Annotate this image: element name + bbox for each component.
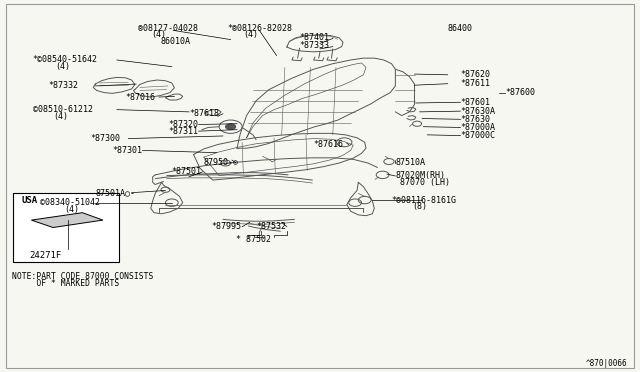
Text: 87070 (LH): 87070 (LH): [400, 178, 450, 187]
Text: 87501A○-: 87501A○-: [95, 188, 135, 197]
Text: *©08540-51642: *©08540-51642: [33, 55, 98, 64]
Text: ©08510-61212: ©08510-61212: [33, 105, 93, 114]
Text: ^870|0066: ^870|0066: [586, 359, 628, 368]
Text: 87510A: 87510A: [396, 158, 426, 167]
Text: 86010A: 86010A: [161, 37, 190, 46]
Text: *87320: *87320: [168, 120, 198, 129]
Text: *87532: *87532: [256, 222, 286, 231]
Text: (4): (4): [53, 112, 68, 121]
Text: *87000A: *87000A: [461, 123, 495, 132]
Text: *87332: *87332: [49, 81, 79, 90]
Text: 86400: 86400: [448, 24, 473, 33]
Text: OF * MARKED PARTS: OF * MARKED PARTS: [12, 279, 120, 288]
Text: 87020M(RH): 87020M(RH): [396, 171, 445, 180]
Text: (4): (4): [55, 62, 70, 71]
Text: *®08126-82028: *®08126-82028: [227, 24, 292, 33]
Text: *87995: *87995: [211, 222, 241, 231]
Bar: [13, 193, 119, 262]
Text: 87950-⊙: 87950-⊙: [204, 158, 239, 167]
Text: *87300: *87300: [90, 134, 120, 143]
Text: (4): (4): [151, 30, 166, 39]
Polygon shape: [31, 213, 103, 228]
Text: NOTE:PART CODE 87000 CONSISTS: NOTE:PART CODE 87000 CONSISTS: [12, 272, 154, 281]
Text: USA: USA: [21, 196, 37, 205]
Text: *87601: *87601: [461, 98, 490, 107]
Text: *87501: *87501: [172, 167, 202, 176]
Text: *87000C: *87000C: [461, 131, 495, 140]
Text: *87611: *87611: [461, 79, 490, 88]
Text: *87311: *87311: [168, 126, 198, 136]
Text: ®08127-04028: ®08127-04028: [138, 24, 198, 33]
Text: *87333: *87333: [300, 41, 330, 51]
Text: *87630A: *87630A: [461, 107, 495, 116]
Text: (4): (4): [243, 30, 259, 39]
Text: *87630: *87630: [461, 115, 490, 124]
Text: *87401: *87401: [300, 33, 330, 42]
Text: *87618: *87618: [189, 109, 219, 118]
Text: *87016: *87016: [125, 93, 156, 102]
Text: * 87502: * 87502: [236, 235, 271, 244]
Text: *87600: *87600: [505, 88, 535, 97]
Text: ©08340-51042: ©08340-51042: [40, 198, 100, 207]
Text: 24271F: 24271F: [29, 251, 61, 260]
Text: (4): (4): [65, 205, 79, 214]
Text: *®08116-8161G: *®08116-8161G: [392, 196, 456, 205]
Text: *87616: *87616: [314, 140, 344, 149]
Text: *87301: *87301: [113, 146, 143, 155]
Text: *87620: *87620: [461, 70, 490, 79]
Circle shape: [225, 124, 236, 130]
Text: (8): (8): [413, 202, 428, 211]
